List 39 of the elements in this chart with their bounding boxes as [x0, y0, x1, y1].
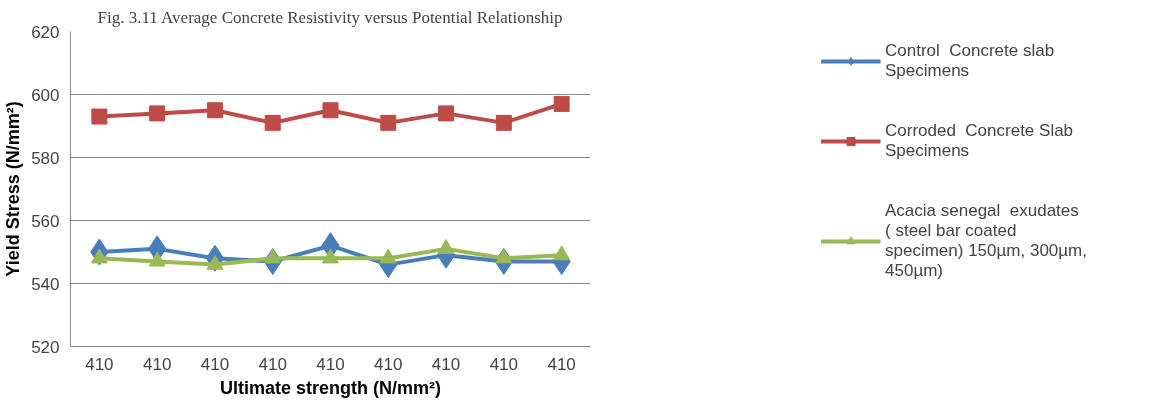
point — [148, 251, 166, 267]
y-tick-label: 520 — [31, 337, 60, 357]
point — [380, 114, 397, 131]
point — [322, 102, 339, 119]
x-tick-label: 410 — [316, 354, 345, 374]
y-axis-title: Yield Stress (N/mm²) — [3, 101, 24, 277]
point — [206, 102, 223, 119]
point — [553, 95, 570, 112]
point — [206, 254, 224, 270]
point — [149, 105, 166, 122]
legend-label: Control Concrete slab Specimens — [885, 41, 1055, 81]
y-tick-label: 600 — [31, 85, 60, 105]
y-tick-label: 540 — [31, 274, 60, 294]
x-tick-label: 410 — [431, 354, 461, 374]
point — [90, 248, 108, 264]
point — [438, 105, 455, 122]
legend-label: Acacia senegal exudates ( steel bar coated specimen) 150µm, 300µm, 450µm) — [885, 201, 1087, 281]
chart-title: Fig. 3.11 Average Concrete Resistivity versus Potential Relationship — [97, 7, 563, 27]
point — [495, 114, 512, 131]
point — [91, 108, 108, 125]
point — [322, 248, 339, 264]
point — [553, 245, 571, 261]
point — [437, 239, 455, 254]
y-tick-label: 580 — [31, 148, 60, 168]
x-axis-title: Ultimate strength (N/mm²) — [220, 377, 442, 398]
x-tick-label: 410 — [200, 354, 230, 374]
point — [264, 248, 282, 264]
x-tick-label: 410 — [85, 354, 114, 374]
point — [264, 114, 281, 131]
x-tick-label: 410 — [547, 354, 576, 374]
x-tick-label: 410 — [489, 354, 519, 374]
x-tick-label: 410 — [142, 354, 172, 374]
point — [379, 248, 397, 264]
x-tick-label: 410 — [374, 354, 403, 374]
y-tick-label: 620 — [31, 22, 60, 42]
legend-label: Corroded Concrete Slab Specimens — [885, 121, 1074, 161]
y-tick-label: 560 — [31, 211, 60, 231]
x-tick-label: 410 — [258, 354, 287, 374]
point — [495, 248, 513, 264]
